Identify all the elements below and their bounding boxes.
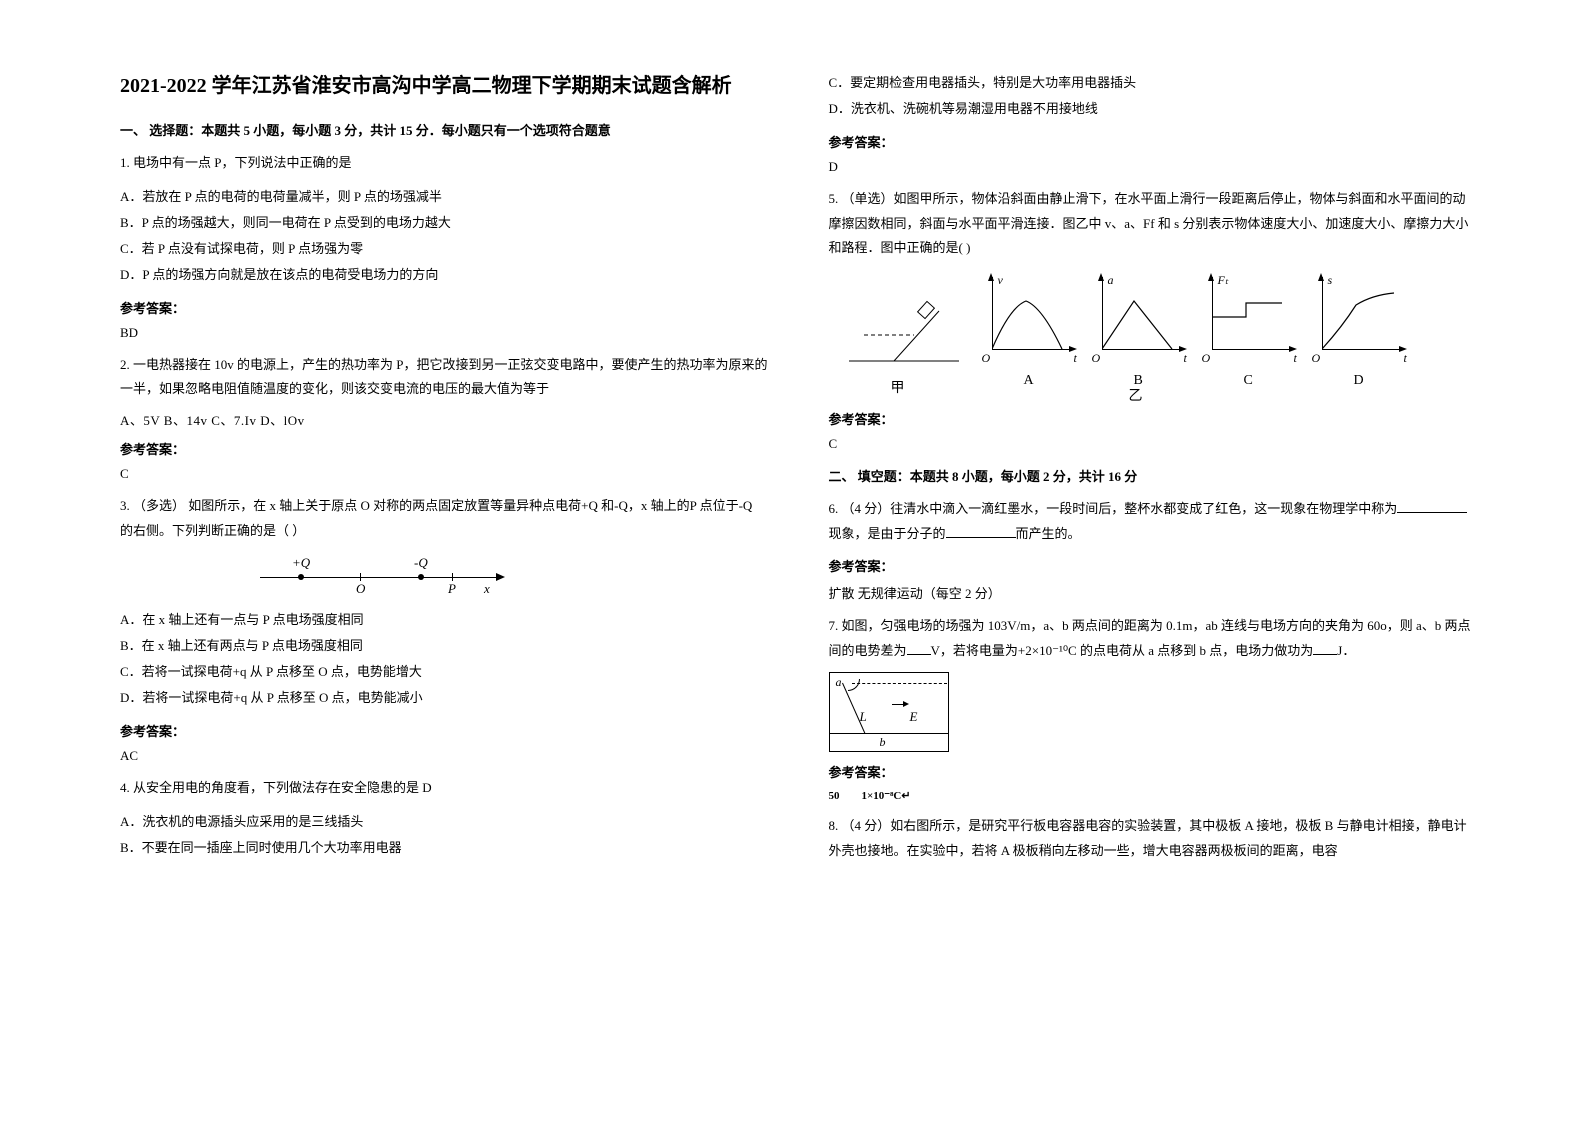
q4-ans-label: 参考答案： — [829, 132, 1478, 151]
q1-opt-c: C．若 P 点没有试探电荷，则 P 点场强为零 — [120, 236, 769, 262]
q5-graph-a: v t O A — [984, 277, 1079, 365]
q4-opt-a: A．洗衣机的电源插头应采用的是三线插头 — [120, 809, 769, 835]
q3-plusq: +Q — [292, 555, 310, 571]
q3-ans: AC — [120, 748, 769, 764]
blank — [946, 524, 1016, 538]
q5-figure: 甲 v t O A a t O B Fₜ t O C — [829, 269, 1429, 399]
q7-figure: a L E b — [829, 672, 949, 752]
q6-stem: 6. （4 分）往清水中滴入一滴红墨水，一段时间后，整杯水都变成了红色，这一现象… — [829, 497, 1478, 546]
q7-ans-label: 参考答案： — [829, 762, 1478, 781]
q3-ans-label: 参考答案： — [120, 721, 769, 740]
q4-opt-b: B．不要在同一插座上同时使用几个大功率用电器 — [120, 835, 769, 861]
doc-title: 2021-2022 学年江苏省淮安市高沟中学高二物理下学期期末试题含解析 — [120, 70, 769, 102]
q4-ans: D — [829, 159, 1478, 175]
q3-opt-d: D．若将一试探电荷+q 从 P 点移至 O 点，电势能减小 — [120, 685, 769, 711]
q3-figure: +Q -Q O P x — [260, 553, 769, 597]
q5-zi: 乙 — [1129, 385, 1143, 405]
section2-header: 二、 填空题：本题共 8 小题，每小题 2 分，共计 16 分 — [829, 466, 1478, 485]
q5-ans: C — [829, 436, 1478, 452]
q3-stem: 3. （多选） 如图所示，在 x 轴上关于原点 O 对称的两点固定放置等量异种点… — [120, 494, 769, 543]
q3-o: O — [356, 581, 365, 597]
q5-graph-c: Fₜ t O C — [1204, 277, 1299, 365]
q2-ans-label: 参考答案： — [120, 439, 769, 458]
q6-ans: 扩散 无规律运动（每空 2 分） — [829, 583, 1478, 602]
q5-jia: 甲 — [891, 377, 905, 397]
q1-ans-label: 参考答案： — [120, 298, 769, 317]
q4-opt-d: D．洗衣机、洗碗机等易潮湿用电器不用接地线 — [829, 96, 1478, 122]
q3-opt-c: C．若将一试探电荷+q 从 P 点移至 O 点，电势能增大 — [120, 659, 769, 685]
q7-ans: 50 1×10⁻⁸C↵ — [829, 789, 1478, 802]
q1-opt-b: B．P 点的场强越大，则同一电荷在 P 点受到的电场力越大 — [120, 210, 769, 236]
q5-graph-b: a t O B — [1094, 277, 1189, 365]
q4-stem: 4. 从安全用电的角度看，下列做法存在安全隐患的是 D — [120, 776, 769, 801]
q6-ans-label: 参考答案： — [829, 556, 1478, 575]
q1-opt-d: D．P 点的场强方向就是放在该点的电荷受电场力的方向 — [120, 262, 769, 288]
q1-stem: 1. 电场中有一点 P，下列说法中正确的是 — [120, 151, 769, 176]
q3-minusq: -Q — [414, 555, 428, 571]
q3-x: x — [484, 581, 490, 597]
q2-opts: A、5V B、14v C、7.Iv D、lOv — [120, 410, 769, 429]
q5-ans-label: 参考答案： — [829, 409, 1478, 428]
section1-header: 一、 选择题：本题共 5 小题，每小题 3 分，共计 15 分．每小题只有一个选… — [120, 120, 769, 139]
q5-graph-d: s t O D — [1314, 277, 1409, 365]
q3-p: P — [448, 581, 456, 597]
q2-ans: C — [120, 466, 769, 482]
q8-stem: 8. （4 分）如右图所示，是研究平行板电容器电容的实验装置，其中极板 A 接地… — [829, 814, 1478, 863]
q3-opt-a: A．在 x 轴上还有一点与 P 点电场强度相同 — [120, 607, 769, 633]
blank — [1397, 499, 1467, 513]
q7-stem: 7. 如图，匀强电场的场强为 103V/m，a、b 两点间的距离为 0.1m，a… — [829, 614, 1478, 663]
q5-stem: 5. （单选）如图甲所示，物体沿斜面由静止滑下，在水平面上滑行一段距离后停止，物… — [829, 187, 1478, 261]
q1-opt-a: A．若放在 P 点的电荷的电荷量减半，则 P 点的场强减半 — [120, 184, 769, 210]
q3-opt-b: B．在 x 轴上还有两点与 P 点电场强度相同 — [120, 633, 769, 659]
q4-opt-c: C．要定期检查用电器插头，特别是大功率用电器插头 — [829, 70, 1478, 96]
q1-ans: BD — [120, 325, 769, 341]
q2-stem: 2. 一电热器接在 10v 的电源上，产生的热功率为 P，把它改接到另一正弦交变… — [120, 353, 769, 402]
